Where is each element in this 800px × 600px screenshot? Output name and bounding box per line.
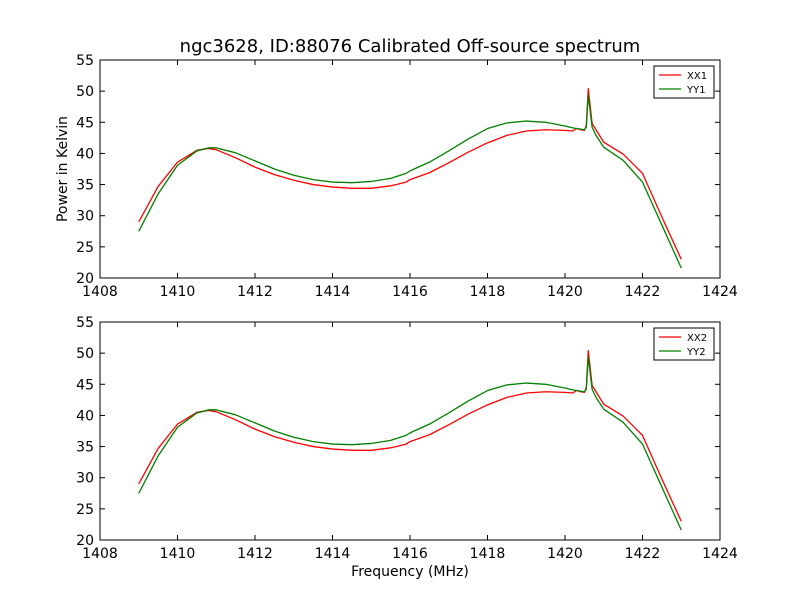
y-tick-label: 45: [76, 377, 94, 393]
legend-label-yy2: YY2: [686, 347, 706, 358]
x-tick-label: 1414: [315, 284, 351, 300]
x-tick-label: 1422: [625, 546, 661, 562]
y-tick-label: 25: [76, 240, 94, 256]
x-tick-label: 1414: [315, 546, 351, 562]
legend-label-xx2: XX2: [687, 333, 707, 344]
x-tick-label: 1418: [470, 284, 506, 300]
y-tick-label: 20: [76, 271, 94, 287]
x-tick-label: 1416: [392, 546, 428, 562]
y-tick-label: 55: [76, 315, 94, 331]
y-tick-label: 40: [76, 408, 94, 424]
x-tick-label: 1412: [237, 546, 273, 562]
legend-box: [653, 65, 715, 99]
top-panel: 1408 1410 1412 1414 1416 1418 1420 1422 1424 20 25…: [76, 53, 738, 300]
x-axis-label: Frequency (MHz): [351, 564, 469, 580]
y-tick-label: 35: [76, 178, 94, 194]
legend-label-yy1: YY1: [686, 85, 706, 96]
x-tick-label: 1420: [547, 546, 583, 562]
x-tick-label: 1412: [237, 284, 273, 300]
y-tick-label: 30: [76, 471, 94, 487]
legend-box: [653, 327, 715, 361]
series-line-yy2: [138, 356, 682, 531]
x-tick-label: 1424: [702, 546, 738, 562]
x-tick-label: 1416: [392, 284, 428, 300]
y-tick-label: 55: [76, 53, 94, 69]
x-tick-label: 1418: [470, 546, 506, 562]
bottom-panel: 1408 1410 1412 1414 1416 1418 1420 1422 1424 20 25…: [76, 315, 738, 562]
y-tick-label: 50: [76, 84, 94, 100]
x-tick-label: 1408: [82, 284, 118, 300]
legend-label-xx1: XX1: [687, 71, 707, 82]
x-tick-label: 1422: [625, 284, 661, 300]
x-tick-label: 1410: [160, 284, 196, 300]
y-tick-label: 40: [76, 146, 94, 162]
chart-title: ngc3628, ID:88076 Calibrated Off-source …: [180, 36, 641, 57]
y-axis-label: Power in Kelvin: [55, 116, 71, 222]
x-tick-label: 1420: [547, 284, 583, 300]
series-line-yy1: [138, 94, 682, 269]
y-tick-label: 50: [76, 346, 94, 362]
y-tick-label: 35: [76, 440, 94, 456]
y-tick-label: 25: [76, 502, 94, 518]
y-tick-label: 20: [76, 533, 94, 549]
y-tick-label: 45: [76, 115, 94, 131]
y-tick-label: 30: [76, 209, 94, 225]
x-tick-label: 1424: [702, 284, 738, 300]
x-tick-label: 1408: [82, 546, 118, 562]
x-tick-label: 1410: [160, 546, 196, 562]
